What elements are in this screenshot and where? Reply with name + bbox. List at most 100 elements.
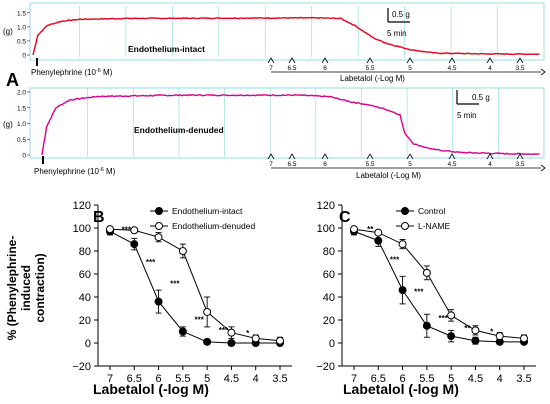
significance-marker: *** xyxy=(194,315,204,324)
addition-label: 4 xyxy=(488,65,492,72)
trace-line xyxy=(32,16,540,56)
y-tick-label: −20 xyxy=(316,361,335,373)
addition-label: 6.5 xyxy=(287,161,296,168)
significance-marker: * xyxy=(490,327,494,336)
data-point xyxy=(374,236,383,245)
labetalol-arrow xyxy=(540,68,546,76)
x-tick-label: 6.5 xyxy=(371,373,386,385)
x-axis-title-b: Labetalol (-log M) xyxy=(93,381,209,397)
data-point xyxy=(422,321,431,330)
svg-text:contraction): contraction) xyxy=(33,253,47,322)
addition-arrow xyxy=(288,153,296,160)
data-point xyxy=(350,225,358,234)
trace-title: Endothelium-denuded xyxy=(134,125,224,135)
addition-label: 3.5 xyxy=(515,161,524,168)
x-tick-label: 5 xyxy=(448,373,454,385)
trace-y-tick-label: 0.5 xyxy=(17,38,26,45)
trace-y-ticks: 0 0.5 1.0 1.5 xyxy=(17,10,30,60)
trace-y-tick-label: 2.0 xyxy=(17,90,26,97)
data-point xyxy=(178,327,187,336)
addition-label: 7 xyxy=(269,65,273,72)
x-tick-label: 3.5 xyxy=(272,373,287,385)
x-tick-label: 3.5 xyxy=(516,373,531,385)
addition-label: 6 xyxy=(323,65,327,72)
agonist-label: Phenylephrine (10-6 M) xyxy=(31,68,113,77)
addition-arrow xyxy=(267,57,275,64)
data-point xyxy=(203,337,212,346)
trace-grid xyxy=(79,6,498,57)
x-tick-label: 4 xyxy=(497,373,503,385)
svg-text:induced: induced xyxy=(19,265,33,311)
data-point xyxy=(471,336,480,345)
x-tick-label: 5.5 xyxy=(175,373,190,385)
addition-arrow xyxy=(406,57,414,64)
data-point xyxy=(374,228,383,237)
trace-endothelium-intact: 00.51.01.5 (g) Endothelium-intact 0.5 g … xyxy=(3,2,546,83)
x-tick-label: 4 xyxy=(253,373,259,385)
addition-arrow xyxy=(448,57,456,64)
addition-label: 7 xyxy=(269,161,273,168)
addition-label: 4.5 xyxy=(447,65,456,72)
y-tick-label: 120 xyxy=(73,200,91,212)
x-tick-label: 6 xyxy=(400,373,406,385)
data-point xyxy=(154,233,163,242)
addition-label: 4.5 xyxy=(447,161,456,168)
significance-marker: *** xyxy=(390,256,400,265)
addition-arrow xyxy=(288,57,296,64)
significance-marker: * xyxy=(246,329,250,338)
data-point xyxy=(398,286,407,295)
y-tick-label: 80 xyxy=(323,246,335,258)
legend-marker xyxy=(401,222,409,230)
addition-arrow xyxy=(267,153,275,160)
data-point xyxy=(276,336,284,345)
labetalol-arrow xyxy=(540,164,546,172)
addition-arrow xyxy=(366,57,374,64)
addition-label: 5.5 xyxy=(365,161,374,168)
data-point xyxy=(471,326,480,335)
x-tick-label: 5 xyxy=(204,373,210,385)
data-point xyxy=(447,332,456,341)
significance-marker: *** xyxy=(170,280,180,289)
data-point xyxy=(422,268,431,277)
series-line xyxy=(353,228,525,339)
drug-label: Labetalol (-Log M) xyxy=(340,74,405,83)
agonist-label: Phenylephrine (10-6 M) xyxy=(34,167,116,176)
series-line xyxy=(353,230,524,343)
scale-bar-x-label: 5 min xyxy=(387,29,407,38)
trace-frame xyxy=(29,87,545,159)
series-line xyxy=(109,228,281,342)
scale-bar-x-label: 5 min xyxy=(457,111,477,120)
significance-marker: *** xyxy=(438,314,448,323)
addition-arrow xyxy=(366,153,374,160)
y-tick-label: 0 xyxy=(85,338,91,350)
addition-label: 5 xyxy=(408,161,412,168)
panel-c-chart: −20 0 20 40 60 80 100 120 7 6.5 6 5.5 5 4.5 4 3.5 Contro… xyxy=(316,200,536,385)
scale-bar-y-label: 0.5 g xyxy=(472,93,490,102)
addition-arrow xyxy=(516,57,524,64)
legend-marker xyxy=(155,222,163,230)
trace-y-tick-label: 1.0 xyxy=(17,121,26,128)
data-point xyxy=(447,311,456,320)
data-point xyxy=(227,328,236,337)
data-point xyxy=(203,307,212,316)
y-tick-label: 100 xyxy=(73,223,91,235)
trace-title: Endothelium-intact xyxy=(128,44,205,54)
x-tick-label: 7 xyxy=(107,373,113,385)
addition-markers: 7 6.5 6 5.5 5 4.5 4 3.5 xyxy=(267,153,525,168)
legend-label: Endothelium-denuded xyxy=(172,221,255,231)
addition-markers: 7 6.5 6 5.5 5 4.5 4 3.5 xyxy=(267,57,525,72)
data-point xyxy=(178,247,187,255)
addition-arrow xyxy=(448,153,456,160)
addition-label: 5 xyxy=(408,65,412,72)
data-point xyxy=(251,334,260,343)
trace-y-tick-label: 1.5 xyxy=(17,10,26,17)
x-tick-label: 6.5 xyxy=(127,373,142,385)
y-tick-label: 60 xyxy=(323,269,335,281)
addition-arrow xyxy=(406,153,414,160)
legend-label: L-NAME xyxy=(418,221,450,231)
addition-arrow xyxy=(486,153,494,160)
panel-b-chart: −20 0 20 40 60 80 100 120 7 6.5 6 5.5 5 4.5 4 3.5 Endoth… xyxy=(72,200,292,385)
addition-label: 5.5 xyxy=(365,65,374,72)
addition-label: 4 xyxy=(488,161,492,168)
